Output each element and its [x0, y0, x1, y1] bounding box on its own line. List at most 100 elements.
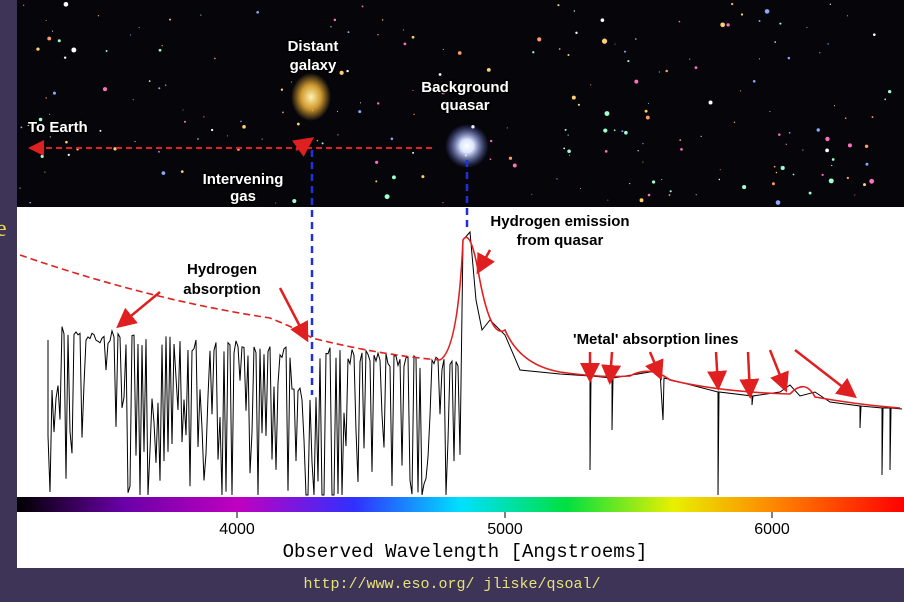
- star: [775, 200, 781, 205]
- star: [788, 131, 791, 134]
- star: [442, 202, 444, 204]
- star: [679, 139, 682, 142]
- star: [806, 27, 808, 29]
- star: [579, 187, 582, 189]
- slide-fragment: e: [0, 216, 7, 242]
- star: [500, 83, 503, 86]
- star: [785, 143, 787, 145]
- star: [337, 134, 339, 136]
- star: [19, 187, 21, 189]
- star: [575, 31, 578, 35]
- star: [63, 2, 69, 7]
- star: [827, 43, 829, 45]
- star: [846, 176, 850, 180]
- star: [49, 113, 51, 115]
- star: [256, 10, 260, 14]
- label: gas: [230, 188, 256, 205]
- star: [261, 138, 263, 140]
- star: [319, 44, 321, 46]
- color-bar: [17, 497, 904, 512]
- star: [695, 194, 697, 196]
- star: [29, 201, 32, 204]
- star: [775, 171, 778, 174]
- star: [865, 162, 869, 166]
- star: [290, 81, 293, 83]
- star: [680, 148, 683, 151]
- star: [375, 180, 378, 183]
- star: [132, 99, 134, 101]
- star: [359, 102, 362, 104]
- star: [506, 127, 508, 129]
- star: [67, 153, 70, 156]
- star: [758, 20, 761, 22]
- star: [720, 22, 725, 28]
- star: [57, 39, 61, 43]
- star: [613, 129, 616, 132]
- star: [197, 138, 199, 140]
- star: [148, 80, 151, 82]
- star: [296, 122, 300, 126]
- star: [466, 87, 469, 90]
- star: [604, 111, 610, 117]
- star: [203, 116, 205, 118]
- star: [211, 128, 214, 132]
- star: [854, 194, 856, 196]
- star: [887, 89, 892, 94]
- star: [376, 102, 380, 105]
- label: from quasar: [517, 232, 604, 249]
- star: [651, 180, 656, 184]
- star: [47, 36, 52, 41]
- star: [138, 26, 140, 28]
- star: [134, 140, 136, 143]
- label: Distant: [288, 38, 339, 55]
- label: To Earth: [28, 119, 88, 136]
- star: [816, 128, 820, 132]
- star: [821, 173, 824, 177]
- star: [164, 84, 167, 86]
- labels: Distant galaxy Background quasar To Eart…: [27, 36, 511, 206]
- star: [161, 45, 163, 47]
- footer-url: http://www.eso.org/ jliske/qsoal/: [303, 576, 601, 593]
- star: [489, 158, 492, 161]
- star: [567, 134, 569, 136]
- star: [129, 34, 132, 36]
- star: [603, 128, 608, 133]
- star: [590, 84, 592, 86]
- star: [240, 178, 245, 183]
- tick-label: 5000: [487, 521, 523, 538]
- star: [577, 103, 580, 106]
- star: [829, 3, 832, 5]
- star: [49, 136, 51, 138]
- star: [45, 97, 47, 99]
- star: [769, 111, 771, 113]
- star: [604, 150, 608, 153]
- star: [390, 137, 394, 141]
- star: [779, 22, 782, 25]
- star: [669, 190, 672, 193]
- tick-label: 6000: [754, 521, 790, 538]
- star: [871, 116, 874, 119]
- star: [537, 37, 542, 42]
- star: [99, 129, 102, 132]
- star: [52, 30, 54, 32]
- star: [183, 120, 187, 123]
- star: [63, 56, 67, 59]
- star: [280, 88, 284, 91]
- star: [740, 90, 742, 92]
- star: [708, 100, 713, 105]
- star: [614, 43, 616, 45]
- star: [647, 103, 649, 105]
- star: [512, 163, 517, 168]
- star: [637, 150, 639, 152]
- stars: [19, 2, 892, 205]
- star: [339, 70, 344, 75]
- star: [694, 66, 698, 70]
- star: [361, 5, 364, 8]
- label: Background: [421, 79, 509, 96]
- star: [774, 41, 776, 43]
- star: [571, 95, 576, 100]
- label: 'Metal' absorption lines: [573, 331, 739, 348]
- star: [740, 13, 744, 16]
- star: [97, 15, 100, 17]
- star: [864, 144, 869, 149]
